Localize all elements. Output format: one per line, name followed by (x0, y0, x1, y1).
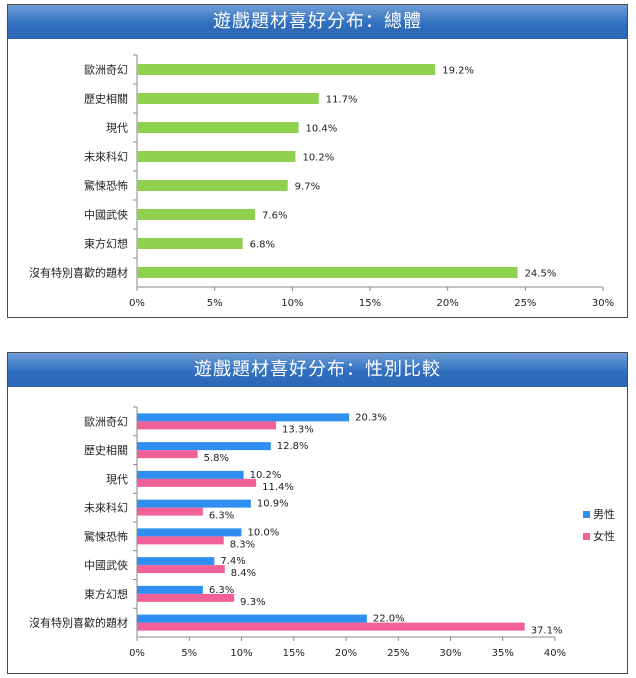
bar (137, 151, 296, 162)
x-tick-label: 40% (544, 648, 566, 659)
gender-chart-title: 遊戲題材喜好分布：性別比較 (8, 353, 627, 387)
data-label-male: 22.0% (373, 614, 405, 625)
category-label: 歷史相關 (84, 444, 128, 457)
x-tick-label: 20% (437, 298, 459, 309)
x-tick-label: 20% (335, 648, 357, 659)
x-tick-label: 10% (281, 298, 303, 309)
legend-swatch (583, 511, 590, 518)
bar-female (137, 565, 225, 574)
bar-male (137, 528, 242, 537)
data-label-male: 10.9% (257, 499, 289, 510)
category-label: 未來科幻 (84, 150, 128, 164)
legend-swatch (583, 533, 590, 540)
data-label: 10.2% (302, 153, 334, 164)
category-label: 東方幻想 (84, 237, 128, 251)
data-label-female: 13.3% (282, 424, 314, 435)
bar (137, 267, 518, 278)
bar-male (137, 557, 215, 566)
legend-label: 男性 (593, 507, 615, 521)
x-tick-label: 0% (129, 298, 145, 309)
bar-male (137, 413, 350, 422)
data-label-male: 10.2% (250, 470, 282, 481)
data-label-female: 11.4% (262, 482, 294, 493)
x-tick-label: 5% (181, 648, 197, 659)
category-label: 中國武俠 (84, 209, 128, 222)
bar-female (137, 478, 257, 487)
category-label: 東方幻想 (84, 587, 128, 601)
bar-male (137, 442, 271, 451)
x-tick-label: 30% (592, 298, 614, 309)
category-label: 現代 (106, 473, 128, 486)
data-label-male: 20.3% (355, 412, 387, 423)
category-label: 沒有特別喜歡的題材 (29, 616, 128, 630)
category-label: 沒有特別喜歡的題材 (29, 266, 128, 280)
x-tick-label: 10% (230, 648, 252, 659)
data-label-female: 8.4% (231, 568, 256, 579)
data-label-male: 10.0% (248, 527, 280, 538)
bar-female (137, 421, 276, 430)
category-label: 歷史相關 (84, 93, 128, 106)
bar-female (137, 622, 525, 631)
x-tick-label: 15% (283, 648, 305, 659)
bar-male (137, 499, 251, 508)
bar-male (137, 585, 203, 594)
category-label: 未來科幻 (84, 501, 128, 515)
overall-chart-title: 遊戲題材喜好分布：總體 (8, 5, 627, 39)
bar-female (137, 450, 198, 459)
x-tick-label: 25% (387, 648, 409, 659)
x-tick-label: 15% (359, 298, 381, 309)
bar (137, 93, 319, 104)
gender-chart-panel: 遊戲題材喜好分布：性別比較 0% 5% 10% 15% 20% 25% 30% 35% 40% 歐… (7, 352, 628, 674)
category-label: 現代 (106, 122, 128, 135)
x-tick-label: 0% (129, 648, 145, 659)
data-label: 6.8% (250, 240, 275, 251)
bar (137, 238, 243, 249)
x-tick-label: 5% (207, 298, 223, 309)
data-label-female: 9.3% (240, 597, 265, 608)
data-label: 7.6% (262, 211, 287, 222)
data-label: 11.7% (326, 95, 358, 106)
data-label: 24.5% (525, 269, 557, 280)
data-label-male: 12.8% (277, 441, 309, 452)
data-label-female: 8.3% (230, 539, 255, 550)
bar (137, 122, 299, 133)
overall-bar-chart: 0% 5% 10% 15% 20% 25% 30% 歐洲奇幻 19.2% 歷史相關 11.7% 現代 1… (29, 54, 614, 309)
category-label: 驚悚恐怖 (84, 529, 128, 543)
x-tick-label: 25% (514, 298, 536, 309)
category-label: 中國武俠 (84, 559, 128, 572)
data-label-female: 5.8% (204, 453, 229, 464)
bar (137, 209, 256, 220)
data-label: 19.2% (442, 66, 474, 77)
data-label-male: 6.3% (209, 585, 234, 596)
bar-female (137, 536, 224, 545)
gender-bar-chart: 0% 5% 10% 15% 20% 25% 30% 35% 40% 歐洲奇幻 20.3% 13.3% 歷… (29, 406, 615, 659)
bar (137, 180, 288, 191)
category-label: 歐洲奇幻 (84, 414, 128, 428)
data-label: 10.4% (306, 124, 338, 135)
bar-male (137, 614, 367, 623)
data-label-male: 7.4% (220, 556, 245, 567)
bar-female (137, 507, 203, 516)
category-label: 驚悚恐怖 (84, 179, 128, 193)
data-label: 9.7% (295, 182, 320, 193)
data-label-female: 6.3% (209, 511, 234, 522)
bar (137, 64, 436, 75)
data-label-female: 37.1% (531, 626, 563, 637)
x-tick-label: 30% (439, 648, 461, 659)
legend-label: 女性 (593, 529, 615, 543)
overall-chart-panel: 遊戲題材喜好分布：總體 0% 5% 10% 15% 20% 25% 30% 歐洲奇幻 19.2%… (7, 4, 628, 318)
category-label: 歐洲奇幻 (84, 63, 128, 77)
bar-female (137, 593, 235, 602)
bar-male (137, 470, 244, 479)
x-tick-label: 35% (492, 648, 514, 659)
